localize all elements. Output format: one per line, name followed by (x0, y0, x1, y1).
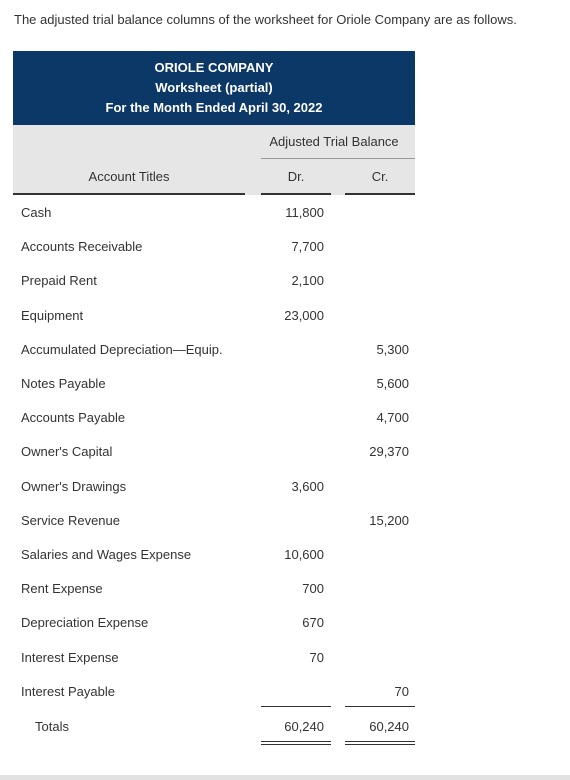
account-name: Owner's Capital (21, 444, 113, 459)
totals-label: Totals (35, 719, 69, 734)
account-name: Cash (21, 205, 52, 220)
credit-amount: 15,200 (369, 513, 409, 528)
credit-amount: 4,700 (376, 410, 409, 425)
worksheet-subtitle: Worksheet (partial) (155, 80, 273, 95)
table-row: Interest Payable 70 (0, 684, 570, 704)
account-name: Accounts Payable (21, 410, 126, 425)
table-row: Owner's Capital 29,370 (0, 444, 570, 464)
page-bottom-edge (0, 775, 570, 780)
debit-amount: 2,100 (291, 273, 324, 288)
table-row: Accumulated Depreciation—Equip. 5,300 (0, 342, 570, 362)
credit-amount: 5,300 (376, 342, 409, 357)
debit-amount: 3,600 (291, 479, 324, 494)
credit-header-rule (345, 193, 415, 195)
account-name: Prepaid Rent (21, 273, 97, 288)
account-name: Accounts Receivable (21, 239, 143, 254)
intro-text: The adjusted trial balance columns of th… (14, 12, 517, 27)
section-underline (261, 158, 415, 159)
debit-amount: 7,700 (291, 239, 324, 254)
table-row: Salaries and Wages Expense 10,600 (0, 547, 570, 567)
table-row: Accounts Payable 4,700 (0, 410, 570, 430)
table-row: Depreciation Expense 670 (0, 615, 570, 635)
credit-amount: 5,600 (376, 376, 409, 391)
company-name: ORIOLE COMPANY (154, 60, 274, 75)
table-row: Accounts Receivable 7,700 (0, 239, 570, 259)
column-header-area (13, 125, 415, 195)
credit-amount: 70 (394, 684, 409, 699)
account-name: Service Revenue (21, 513, 120, 528)
debit-heading: Dr. (287, 169, 305, 184)
credit-double-rule (345, 741, 415, 745)
debit-sum-rule (261, 706, 331, 707)
account-name: Interest Payable (21, 684, 115, 699)
account-name: Owner's Drawings (21, 479, 127, 494)
debit-double-rule (261, 741, 331, 745)
credit-amount: 29,370 (369, 444, 409, 459)
table-row: Rent Expense 700 (0, 581, 570, 601)
debit-amount: 700 (302, 581, 324, 596)
account-name: Rent Expense (21, 581, 103, 596)
table-row: Interest Expense 70 (0, 650, 570, 670)
account-name: Equipment (21, 308, 84, 323)
credit-sum-rule (345, 706, 415, 707)
credit-heading: Cr. (371, 169, 389, 184)
table-row: Cash 11,800 (0, 205, 570, 225)
adjusted-trial-balance-heading: Adjusted Trial Balance (269, 134, 399, 149)
table-row: Equipment 23,000 (0, 308, 570, 328)
table-row: Notes Payable 5,600 (0, 376, 570, 396)
account-name: Interest Expense (21, 650, 119, 665)
table-row: Service Revenue 15,200 (0, 513, 570, 533)
debit-amount: 670 (302, 615, 324, 630)
debit-amount: 23,000 (284, 308, 324, 323)
totals-debit: 60,240 (284, 719, 324, 734)
table-row: Prepaid Rent 2,100 (0, 273, 570, 293)
table-row: Owner's Drawings 3,600 (0, 479, 570, 499)
account-name: Salaries and Wages Expense (21, 547, 192, 562)
account-name: Accumulated Depreciation—Equip. (21, 342, 223, 357)
debit-amount: 10,600 (284, 547, 324, 562)
worksheet-header: ORIOLE COMPANY Worksheet (partial) For t… (13, 51, 415, 125)
worksheet-period: For the Month Ended April 30, 2022 (105, 100, 323, 115)
account-name: Notes Payable (21, 376, 106, 391)
account-titles-heading: Account Titles (88, 169, 170, 184)
totals-row: Totals 60,240 60,240 (0, 719, 570, 739)
debit-amount: 11,800 (285, 205, 324, 220)
debit-amount: 70 (309, 650, 324, 665)
account-name: Depreciation Expense (21, 615, 149, 630)
debit-header-rule (261, 193, 331, 195)
totals-credit: 60,240 (369, 719, 409, 734)
account-titles-rule (13, 193, 245, 195)
